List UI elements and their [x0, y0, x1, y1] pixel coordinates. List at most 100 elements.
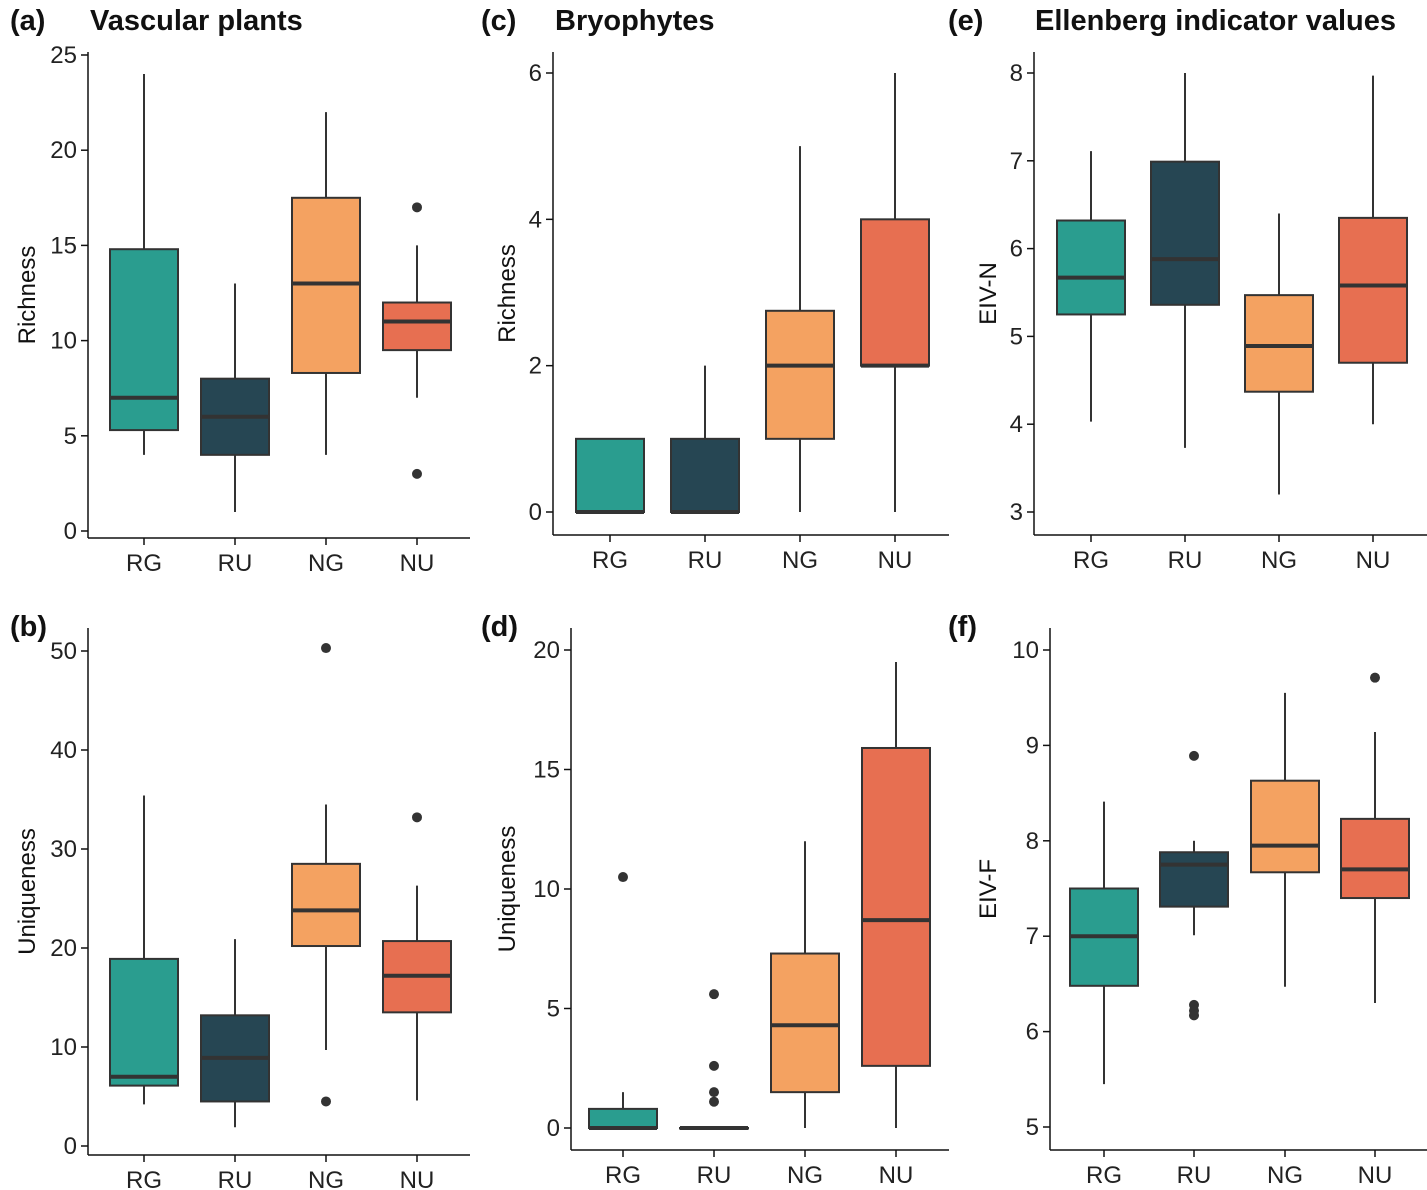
y-tick-label: 8 — [1026, 828, 1039, 855]
column-title-bryophytes: Bryophytes — [555, 5, 715, 37]
y-tick-label: 10 — [50, 328, 77, 355]
panel-letter: (e) — [948, 5, 983, 37]
box-NU — [382, 301, 452, 352]
panel-letter: (b) — [10, 611, 47, 643]
outlier-point — [709, 1087, 719, 1098]
panel-c: (c) 0 2 4 6 Richness RG RU NG NU — [481, 5, 949, 574]
y-tick-label: 6 — [1026, 1019, 1039, 1046]
y-tick-label: 20 — [50, 935, 77, 962]
x-tick-label: RG — [126, 1167, 162, 1190]
x-tick-label: RG — [605, 1162, 641, 1189]
y-tick-label: 4 — [529, 206, 542, 233]
box-RU — [1159, 851, 1229, 908]
panel-letter: (f) — [948, 611, 977, 643]
y-axis-title: Richness — [14, 246, 41, 345]
box-NU — [1340, 817, 1410, 900]
x-tick-label: NU — [878, 547, 913, 574]
x-tick-label: RG — [1086, 1162, 1122, 1189]
panel-letter: (d) — [481, 611, 518, 643]
y-tick-label: 10 — [1012, 637, 1039, 664]
column-title-vascular-plants: Vascular plants — [90, 5, 303, 37]
panel-f: (f) 5 6 7 8 9 10 EIV-F RG RU NG NU — [948, 611, 1427, 1189]
box-RU — [670, 437, 740, 514]
outlier-point — [412, 468, 422, 479]
y-tick-label: 10 — [533, 876, 560, 903]
y-tick-label: 5 — [1010, 323, 1023, 350]
x-tick-label: RG — [592, 547, 628, 574]
x-tick-label: NG — [308, 1167, 344, 1190]
y-tick-label: 7 — [1026, 923, 1039, 950]
x-tick-label: NG — [782, 547, 818, 574]
y-tick-label: 20 — [533, 637, 560, 664]
x-tick-label: NU — [400, 550, 435, 577]
y-tick-label: 5 — [1026, 1114, 1039, 1141]
y-tick-label: 15 — [50, 232, 77, 259]
x-tick-label: NG — [308, 550, 344, 577]
y-axis-title: Richness — [494, 244, 521, 343]
box-NG — [1250, 779, 1320, 874]
box-RG — [588, 1107, 658, 1130]
box-NG — [765, 309, 835, 440]
x-tick-label: RU — [1168, 547, 1203, 574]
y-tick-label: 10 — [50, 1034, 77, 1061]
x-tick-label: NU — [879, 1162, 914, 1189]
outlier-point — [412, 812, 422, 823]
outlier-point — [618, 872, 628, 883]
box-RU — [1150, 160, 1220, 306]
y-tick-label: 0 — [64, 1133, 77, 1160]
y-tick-label: 15 — [533, 757, 560, 784]
column-title-ellenberg: Ellenberg indicator values — [1035, 5, 1396, 37]
box-NU — [860, 218, 930, 367]
y-tick-label: 20 — [50, 137, 77, 164]
y-tick-label: 6 — [529, 60, 542, 87]
box-NG — [291, 862, 361, 948]
box-RG — [109, 957, 179, 1087]
x-tick-label: RU — [218, 550, 253, 577]
x-tick-label: RU — [688, 547, 723, 574]
x-tick-label: NG — [1267, 1162, 1303, 1189]
x-tick-label: RU — [1177, 1162, 1212, 1189]
panel-letter: (a) — [10, 5, 45, 37]
x-tick-label: NU — [1358, 1162, 1393, 1189]
box-RG — [1056, 219, 1126, 316]
panel-letter: (c) — [481, 5, 516, 37]
y-tick-label: 50 — [50, 638, 77, 665]
outlier-point — [321, 643, 331, 654]
y-tick-label: 6 — [1010, 236, 1023, 263]
y-tick-label: 7 — [1010, 148, 1023, 175]
y-tick-label: 4 — [1010, 411, 1023, 438]
x-tick-label: NU — [400, 1167, 435, 1190]
box-NU — [1338, 216, 1408, 364]
panel-e: (e) 3 4 5 6 7 8 EIV-N RG RU NG NU — [948, 5, 1427, 574]
y-axis-title: EIV-F — [975, 859, 1002, 919]
y-tick-label: 3 — [1010, 499, 1023, 526]
y-tick-label: 0 — [64, 518, 77, 545]
y-tick-label: 40 — [50, 737, 77, 764]
box-RG — [109, 248, 179, 432]
x-tick-label: NG — [1261, 547, 1297, 574]
y-tick-label: 0 — [529, 499, 542, 526]
y-tick-label: 5 — [64, 423, 77, 450]
y-tick-label: 9 — [1026, 732, 1039, 759]
box-NG — [1244, 294, 1314, 393]
y-tick-label: 30 — [50, 836, 77, 863]
box-RG — [575, 437, 645, 514]
outlier-point — [1189, 1010, 1199, 1021]
x-tick-label: RU — [697, 1162, 732, 1189]
x-tick-label: NU — [1356, 547, 1391, 574]
y-tick-label: 0 — [547, 1115, 560, 1142]
x-tick-label: RG — [126, 550, 162, 577]
box-NU — [861, 746, 931, 1067]
y-axis-title: Uniqueness — [14, 828, 41, 955]
y-axis-title: Uniqueness — [494, 826, 521, 953]
x-tick-label: NG — [787, 1162, 823, 1189]
outlier-point — [709, 1060, 719, 1071]
outlier-point — [412, 202, 422, 213]
x-tick-label: RG — [1073, 547, 1109, 574]
outlier-point — [709, 989, 719, 1000]
panel-d: (d) 0 5 10 15 20 Uniqueness RG RU NG NU — [481, 611, 949, 1189]
outlier-point — [1189, 750, 1199, 761]
panel-a: (a) 0 5 10 15 20 25 Richness RG RU NG NU — [10, 5, 470, 577]
y-axis-title: EIV-N — [975, 262, 1002, 325]
